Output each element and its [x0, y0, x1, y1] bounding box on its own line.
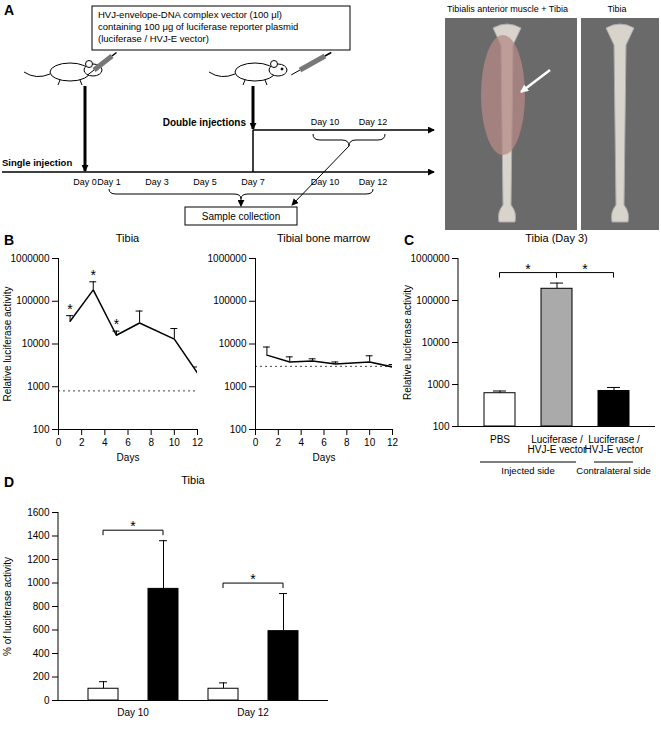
svg-text:PBS: PBS: [490, 434, 510, 445]
svg-text:*: *: [114, 316, 120, 332]
svg-text:8: 8: [344, 437, 350, 448]
svg-text:1000000: 1000000: [208, 253, 247, 264]
svg-text:200: 200: [33, 671, 50, 682]
html-text:Tibia (Day 3): Tibia (Day 3): [525, 232, 588, 244]
svg-text:Day 10: Day 10: [311, 117, 340, 127]
html-text:A: A: [4, 2, 15, 18]
svg-text:Day 1: Day 1: [97, 177, 121, 187]
svg-text:800: 800: [33, 601, 50, 612]
svg-text:Day 7: Day 7: [241, 177, 265, 187]
svg-text:*: *: [250, 571, 256, 587]
svg-text:Day 3: Day 3: [145, 177, 169, 187]
svg-text:100: 100: [433, 421, 450, 432]
svg-text:100000: 100000: [16, 295, 50, 306]
svg-text:*: *: [525, 261, 531, 277]
svg-text:1000: 1000: [27, 381, 50, 392]
svg-text:Relative luciferase activity: Relative luciferase activity: [2, 286, 13, 401]
html-text:Tibia: Tibia: [181, 474, 205, 486]
svg-text:600: 600: [33, 624, 50, 635]
svg-text:4: 4: [298, 437, 304, 448]
svg-text:containing 100 μg of luciferas: containing 100 μg of luciferase reporter…: [98, 21, 298, 32]
svg-text:% of luciferase activity: % of luciferase activity: [2, 557, 13, 656]
svg-text:12: 12: [192, 437, 204, 448]
svg-text:0: 0: [56, 437, 62, 448]
html-text:B: B: [4, 232, 15, 248]
html-text:Tibial bone marrow: Tibial bone marrow: [276, 232, 371, 244]
svg-text:Days: Days: [117, 452, 140, 463]
svg-text:Tibialis anterior muscle + Tib: Tibialis anterior muscle + Tibia: [447, 4, 568, 14]
svg-text:Double injections: Double injections: [163, 117, 247, 128]
svg-text:10000: 10000: [219, 338, 247, 349]
html-text:Tibia: Tibia: [115, 232, 140, 244]
svg-text:Day 12: Day 12: [359, 117, 388, 127]
svg-text:100: 100: [33, 424, 50, 435]
svg-text:Day 0: Day 0: [73, 177, 97, 187]
svg-text:Day 5: Day 5: [193, 177, 217, 187]
svg-text:Relative luciferase activity: Relative luciferase activity: [402, 285, 413, 400]
svg-text:12: 12: [387, 437, 399, 448]
svg-text:Tibia: Tibia: [607, 4, 626, 14]
svg-text:10000: 10000: [22, 338, 50, 349]
svg-text:2: 2: [276, 437, 282, 448]
svg-text:Days: Days: [313, 452, 336, 463]
svg-text:Day 12: Day 12: [237, 707, 269, 718]
svg-text:10: 10: [364, 437, 376, 448]
svg-text:1200: 1200: [27, 554, 50, 565]
svg-text:400: 400: [33, 648, 50, 659]
svg-text:HVJ-envelope-DNA complex vecto: HVJ-envelope-DNA complex vector (100 μl): [98, 9, 282, 20]
svg-text:100: 100: [230, 424, 247, 435]
svg-text:Sample collection: Sample collection: [202, 211, 280, 222]
svg-text:Luciferase /HVJ-E vector: Luciferase /HVJ-E vector: [585, 434, 645, 455]
svg-text:10: 10: [169, 437, 181, 448]
svg-text:Day 10: Day 10: [117, 707, 149, 718]
svg-text:2: 2: [79, 437, 85, 448]
svg-text:100000: 100000: [416, 295, 450, 306]
svg-text:*: *: [91, 267, 97, 283]
svg-text:1000000: 1000000: [11, 253, 50, 264]
svg-text:Contralateral side: Contralateral side: [576, 465, 650, 476]
svg-text:Luciferase /HVJ-E vector: Luciferase /HVJ-E vector: [528, 434, 588, 455]
svg-text:0: 0: [253, 437, 259, 448]
svg-text:1000: 1000: [427, 379, 450, 390]
svg-text:100000: 100000: [213, 295, 247, 306]
svg-text:1000: 1000: [27, 577, 50, 588]
svg-text:(luciferase / HVJ-E vector): (luciferase / HVJ-E vector): [98, 33, 209, 44]
html-text:D: D: [4, 474, 15, 490]
svg-text:Day 10: Day 10: [311, 177, 340, 187]
svg-text:1000: 1000: [224, 381, 247, 392]
svg-text:1000000: 1000000: [411, 253, 450, 264]
svg-text:*: *: [130, 518, 136, 534]
svg-text:*: *: [67, 301, 73, 317]
svg-text:Single injection: Single injection: [2, 157, 72, 168]
svg-text:1600: 1600: [27, 507, 50, 518]
svg-text:0: 0: [44, 695, 50, 706]
svg-text:8: 8: [148, 437, 154, 448]
svg-text:Day 12: Day 12: [359, 177, 388, 187]
html-text:C: C: [404, 232, 415, 248]
svg-text:6: 6: [125, 437, 131, 448]
svg-text:Injected side: Injected side: [501, 465, 554, 476]
svg-text:*: *: [582, 261, 588, 277]
svg-text:1400: 1400: [27, 530, 50, 541]
svg-text:4: 4: [102, 437, 108, 448]
svg-text:6: 6: [321, 437, 327, 448]
svg-text:10000: 10000: [422, 337, 450, 348]
